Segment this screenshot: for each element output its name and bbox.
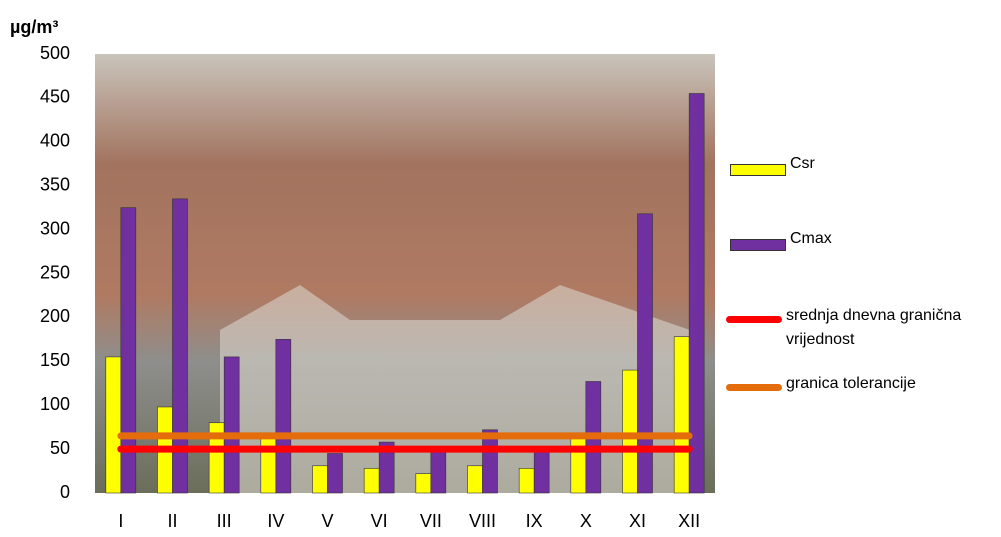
bar — [688, 93, 705, 494]
bar — [415, 473, 432, 494]
legend-label: granica tolerancije — [786, 375, 916, 392]
y-tick-label: 300 — [40, 218, 70, 238]
legend-swatch — [726, 316, 782, 323]
bar — [120, 207, 137, 494]
legend-label: Csr — [790, 155, 815, 172]
bar — [673, 336, 690, 494]
legend-label: srednja dnevna granična vrijednost — [786, 307, 962, 348]
bar — [637, 213, 653, 494]
bar — [327, 453, 343, 494]
bar — [172, 198, 188, 494]
x-tick-label: I — [118, 511, 123, 531]
bar — [105, 356, 122, 494]
x-tick-label: V — [321, 511, 333, 531]
x-tick-label: IV — [267, 511, 284, 531]
y-tick-label: 150 — [40, 350, 70, 370]
x-tick-label: VII — [420, 511, 442, 531]
x-tick-label: X — [580, 511, 592, 531]
x-tick-label: III — [217, 511, 232, 531]
legend-item: srednja dnevna granična vrijednost — [726, 307, 966, 352]
x-tick-label: XII — [678, 511, 700, 531]
bar — [533, 451, 550, 494]
y-tick-label: 50 — [50, 438, 70, 458]
x-tick-label: VIII — [469, 511, 496, 531]
bar — [378, 441, 395, 494]
y-tick-label: 100 — [40, 394, 70, 414]
legend-swatch — [730, 239, 786, 251]
y-tick-label: 500 — [40, 43, 70, 63]
legend-label: Cmax — [790, 230, 832, 247]
bar — [518, 468, 535, 494]
y-tick-label: 0 — [60, 482, 70, 502]
x-tick-label: II — [167, 511, 177, 531]
y-tick-label: 400 — [40, 131, 70, 151]
legend-item: granica tolerancije — [726, 375, 916, 396]
x-tick-label: IX — [526, 511, 543, 531]
x-tick-label: XI — [629, 511, 646, 531]
bar — [482, 429, 498, 494]
legend-item: Csr — [730, 155, 815, 176]
bar — [363, 468, 380, 494]
bar — [275, 339, 292, 494]
y-tick-label: 250 — [40, 262, 70, 282]
bar — [467, 465, 483, 494]
y-tick-label: 200 — [40, 306, 70, 326]
bar — [430, 450, 447, 494]
y-tick-label: 350 — [40, 174, 70, 194]
legend-swatch — [726, 384, 782, 391]
y-axis-label: µg/m³ — [10, 17, 58, 37]
bar — [622, 369, 638, 494]
bar — [312, 465, 328, 494]
bar — [223, 356, 240, 494]
legend-item: Cmax — [730, 230, 832, 251]
y-tick-label: 450 — [40, 87, 70, 107]
legend-swatch — [730, 164, 786, 176]
x-tick-label: VI — [371, 511, 388, 531]
